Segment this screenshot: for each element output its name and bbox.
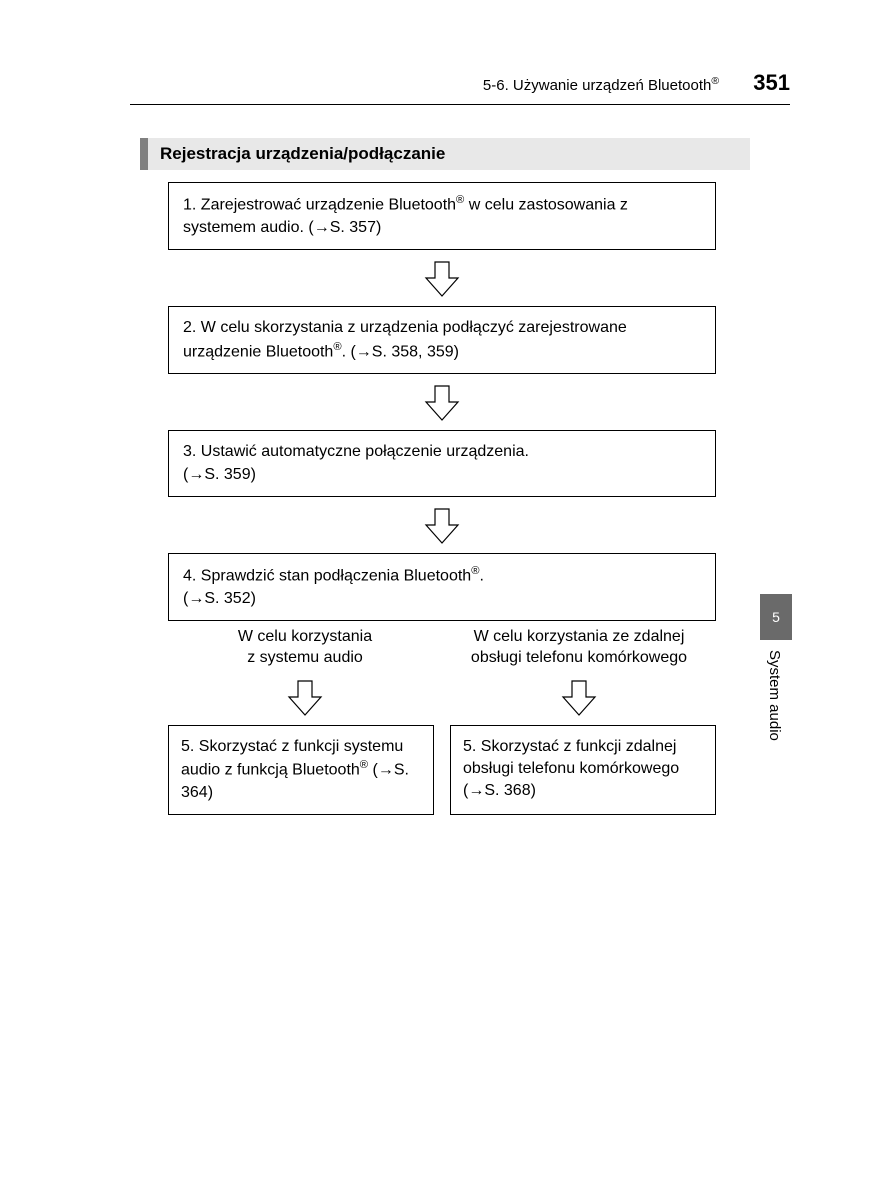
step-num: 3. <box>183 443 196 460</box>
branch-arrow-left <box>168 669 442 725</box>
step-ref: S. 368) <box>484 782 536 799</box>
branch-arrows <box>168 669 716 725</box>
step-text: Zarejestrować urządzenie Bluetooth <box>201 196 456 213</box>
page-number: 351 <box>753 70 790 95</box>
branch-boxes: 5. Skorzystać z funkcji systemu audio z … <box>168 725 716 816</box>
flowchart: 1. Zarejestrować urządzenie Bluetooth® w… <box>168 182 716 815</box>
step-ref: S. 357) <box>330 219 382 236</box>
branch-label-right: W celu korzystania ze zdalnej obsługi te… <box>442 627 716 669</box>
section-title-bar: Rejestracja urządzenia/podłączanie <box>140 138 750 170</box>
step-text-b: ( <box>368 761 378 778</box>
trademark-icon: ® <box>333 341 341 353</box>
branch-box-right: 5. Skorzystać z funkcji zdalnej obsługi … <box>450 725 716 816</box>
arrow-right-icon: → <box>378 761 394 778</box>
trademark-symbol: ® <box>711 75 719 87</box>
step-ref: S. 359) <box>204 466 256 483</box>
step-text-b: . ( <box>342 343 356 360</box>
step-text: Ustawić automatyczne połączenie urządzen… <box>201 443 529 460</box>
branch-label-line1: W celu korzystania ze zdalnej <box>474 628 685 645</box>
down-arrow-icon <box>422 505 462 545</box>
arrow-right-icon: → <box>188 466 204 483</box>
down-arrow-icon <box>422 382 462 422</box>
step-box-2: 2. W celu skorzystania z urządzenia podł… <box>168 306 716 374</box>
down-arrow-icon <box>285 677 325 717</box>
header-line: 5-6. Używanie urządzeń Bluetooth® 351 <box>130 70 790 96</box>
step-text-b: . <box>479 567 483 584</box>
step-num: 1. <box>183 196 196 213</box>
step-ref: S. 352) <box>204 590 256 607</box>
step-num: 4. <box>183 567 196 584</box>
branch-label-line2: z systemu audio <box>247 649 363 666</box>
arrow-right-icon: → <box>356 343 372 360</box>
step-num: 5. <box>181 738 194 755</box>
step-text: Skorzystać z funkcji zdalnej obsługi tel… <box>463 738 679 777</box>
arrow-right-icon: → <box>188 590 204 607</box>
branch-arrow-right <box>442 669 716 725</box>
arrow-wrap <box>168 374 716 430</box>
section-label: 5-6. Używanie urządzeń Bluetooth <box>483 77 711 94</box>
step-ref: S. 358, 359) <box>372 343 459 360</box>
down-arrow-icon <box>422 258 462 298</box>
branch-label-left: W celu korzystania z systemu audio <box>168 627 442 669</box>
arrow-wrap <box>168 497 716 553</box>
trademark-icon: ® <box>360 759 368 771</box>
step-box-4: 4. Sprawdzić stan podłączenia Bluetooth®… <box>168 553 716 621</box>
branch-label-line1: W celu korzystania <box>238 628 372 645</box>
step-text: Sprawdzić stan podłączenia Bluetooth <box>201 567 471 584</box>
chapter-tab-number: 5 <box>760 594 792 640</box>
step-num: 5. <box>463 738 476 755</box>
side-tab: 5 System audio <box>760 594 792 741</box>
arrow-wrap <box>168 250 716 306</box>
branch-labels: W celu korzystania z systemu audio W cel… <box>168 627 716 669</box>
down-arrow-icon <box>559 677 599 717</box>
chapter-tab-label: System audio <box>760 640 783 741</box>
branch-label-line2: obsługi telefonu komórkowego <box>471 649 687 666</box>
section-title: Rejestracja urządzenia/podłączanie <box>160 144 445 163</box>
branch-box-left: 5. Skorzystać z funkcji systemu audio z … <box>168 725 434 816</box>
arrow-right-icon: → <box>314 219 330 236</box>
step-box-1: 1. Zarejestrować urządzenie Bluetooth® w… <box>168 182 716 250</box>
arrow-right-icon: → <box>468 782 484 799</box>
step-num: 2. <box>183 319 196 336</box>
step-box-3: 3. Ustawić automatyczne połączenie urząd… <box>168 430 716 497</box>
page-header: 5-6. Używanie urządzeń Bluetooth® 351 <box>130 70 790 105</box>
